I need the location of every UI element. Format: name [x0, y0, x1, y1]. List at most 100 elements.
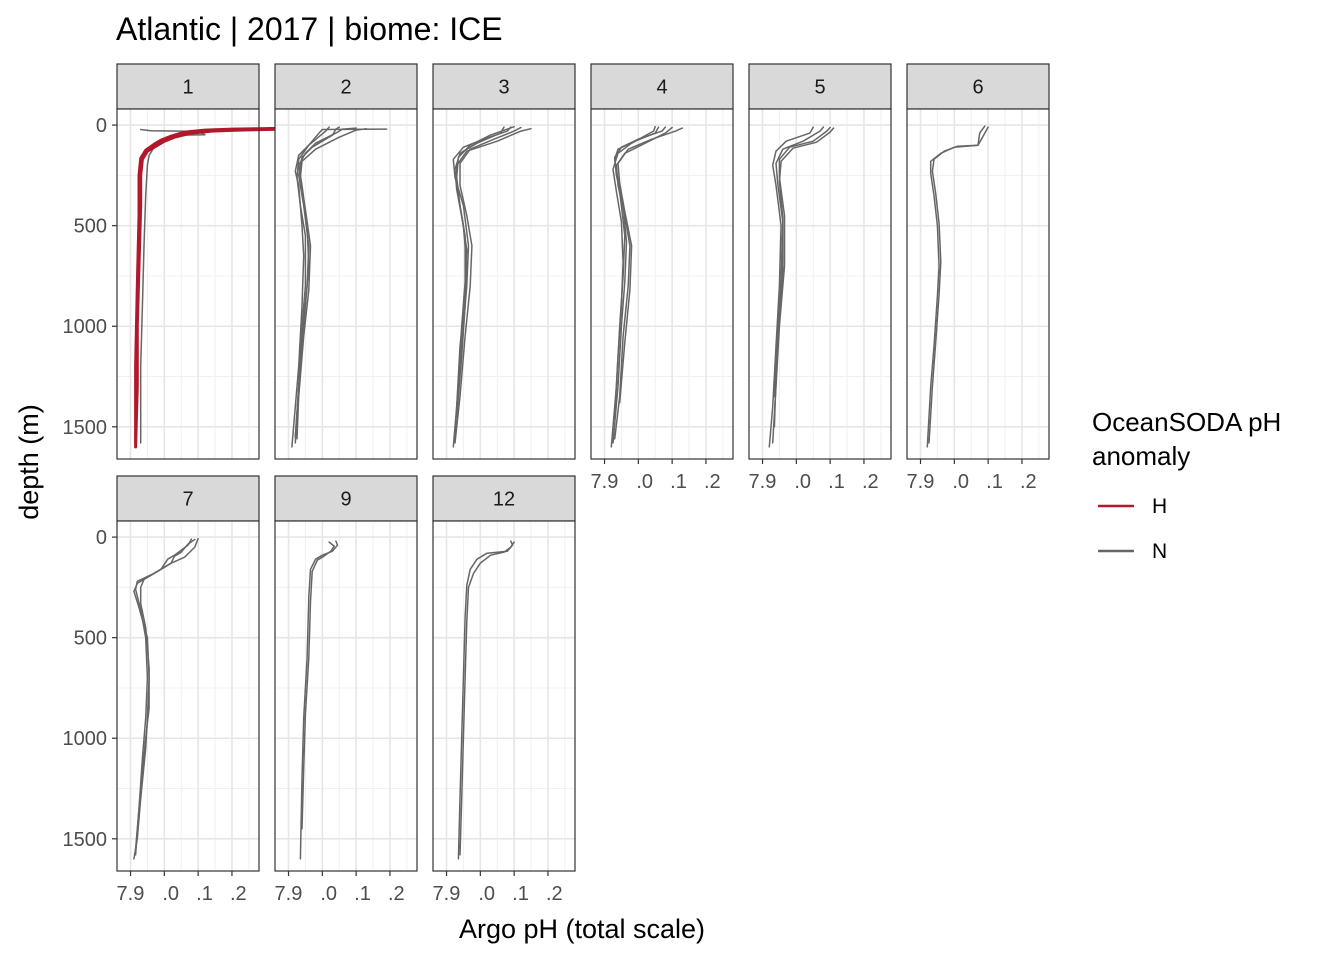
panel-border-3 — [432, 108, 576, 460]
x-tick-label: .0 — [952, 471, 969, 493]
strip-3 — [432, 63, 576, 110]
x-tick-label: .1 — [196, 883, 213, 905]
legend: OceanSODA pH anomaly H N — [1092, 407, 1281, 563]
strip-6 — [906, 63, 1050, 110]
strip-label-2: 2 — [340, 77, 351, 99]
panel-5: 5 7.9 .0 .1 .2 — [748, 63, 892, 493]
strip-1 — [116, 63, 260, 110]
x-tick-labels: 7.9 .0 .1 .2 — [275, 883, 405, 905]
facet-panels: 1 0 500 1000 1500 2 3 4 7.9 .0 .1 .2 5 7.9 .0 .1 .2 6 7.9.… — [63, 63, 1050, 905]
x-tick-labels: 7.9 .0 .1 .2 — [907, 471, 1037, 493]
profile-line-N — [457, 540, 514, 860]
profile-line-N — [928, 126, 989, 444]
panel-9: 9 7.9 .0 .1 .2 — [274, 475, 418, 905]
chart-title: Atlantic | 2017 | biome: ICE — [116, 11, 503, 47]
x-tick-label: 7.9 — [275, 883, 303, 905]
x-axis-label: Argo pH (total scale) — [459, 914, 705, 944]
strip-4 — [590, 63, 734, 110]
panel-12: 12 7.9 .0 .1 .2 — [432, 475, 576, 905]
x-tick-label: .0 — [478, 883, 495, 905]
y-tick-label: 500 — [74, 628, 107, 650]
profile-line-N — [773, 126, 825, 398]
panel-3: 3 — [432, 63, 576, 460]
strip-label-9: 9 — [340, 489, 351, 511]
x-tick-label: .1 — [512, 883, 529, 905]
profile-line-N — [455, 125, 515, 388]
strip-label-4: 4 — [656, 77, 667, 99]
legend-label-n: N — [1152, 540, 1167, 563]
strip-9 — [274, 475, 418, 522]
x-tick-label: .2 — [1020, 471, 1037, 493]
strip-7 — [116, 475, 260, 522]
panel-6: 6 7.9 .0 .1 .2 — [906, 63, 1050, 493]
y-tick-label: 1000 — [63, 316, 108, 338]
legend-title-line-2: anomaly — [1092, 441, 1190, 471]
x-tick-label: .2 — [230, 883, 247, 905]
x-tick-label: .2 — [546, 883, 563, 905]
x-tick-labels: 7.9 .0 .1 .2 — [749, 471, 879, 493]
profile-line-H — [134, 126, 285, 445]
x-tick-label: .1 — [354, 883, 371, 905]
y-tick-label: 0 — [96, 527, 107, 549]
profile-line-N — [296, 127, 368, 440]
y-tick-label: 1500 — [63, 417, 108, 439]
panel-2: 2 — [274, 63, 418, 460]
x-tick-label: .2 — [388, 883, 405, 905]
y-tick-label: 500 — [74, 216, 107, 238]
panel-border-7 — [116, 520, 260, 872]
panel-4: 4 7.9 .0 .1 .2 — [590, 63, 734, 493]
panel-border-6 — [906, 108, 1050, 460]
strip-label-6: 6 — [972, 77, 983, 99]
profile-line-N — [454, 126, 522, 444]
profile-line-N — [459, 541, 515, 856]
strip-5 — [748, 63, 892, 110]
panel-bg-5 — [749, 109, 891, 459]
x-tick-labels: 7.9 .0 .1 .2 — [591, 471, 721, 493]
x-tick-labels: 7.9 .0 .1 .2 — [117, 883, 247, 905]
x-tick-label: .0 — [320, 883, 337, 905]
profile-line-N — [133, 538, 193, 860]
panel-bg-9 — [275, 521, 417, 871]
legend-title-line-1: OceanSODA pH — [1092, 407, 1281, 437]
profile-line-N — [768, 126, 814, 448]
x-tick-label: .2 — [862, 471, 879, 493]
strip-label-5: 5 — [814, 77, 825, 99]
profile-line-N — [134, 537, 199, 850]
profile-line-N — [299, 540, 339, 860]
panel-bg-12 — [433, 521, 575, 871]
x-tick-label: .0 — [794, 471, 811, 493]
panel-bg-2 — [275, 109, 417, 459]
x-tick-label: .1 — [670, 471, 687, 493]
panel-border-1 — [116, 108, 260, 460]
strip-2 — [274, 63, 418, 110]
profile-line-N — [617, 127, 684, 404]
y-tick-label: 0 — [96, 115, 107, 137]
strip-label-3: 3 — [498, 77, 509, 99]
legend-label-h: H — [1152, 495, 1167, 518]
panel-bg-3 — [433, 109, 575, 459]
profile-line-N — [134, 538, 196, 856]
y-tick-label: 1000 — [63, 728, 108, 750]
strip-label-12: 12 — [493, 489, 515, 511]
panel-bg-4 — [591, 109, 733, 459]
x-tick-labels: 7.9 .0 .1 .2 — [433, 883, 563, 905]
panel-border-4 — [590, 108, 734, 460]
strip-label-7: 7 — [182, 489, 193, 511]
x-tick-label: .0 — [636, 471, 653, 493]
x-tick-label: .2 — [704, 471, 721, 493]
x-tick-label: 7.9 — [591, 471, 619, 493]
x-tick-label: 7.9 — [907, 471, 935, 493]
profile-line-N — [612, 125, 656, 418]
strip-label-1: 1 — [182, 77, 193, 99]
profile-line-N — [294, 126, 330, 438]
panel-border-2 — [274, 108, 418, 460]
y-tick-label: 1500 — [63, 829, 108, 851]
panel-border-5 — [748, 108, 892, 460]
x-tick-label: 7.9 — [117, 883, 145, 905]
profile-line-N — [773, 127, 835, 428]
y-axis-label: depth (m) — [14, 404, 44, 520]
panel-border-9 — [274, 520, 418, 872]
panel-border-12 — [432, 520, 576, 872]
x-tick-label: 7.9 — [749, 471, 777, 493]
